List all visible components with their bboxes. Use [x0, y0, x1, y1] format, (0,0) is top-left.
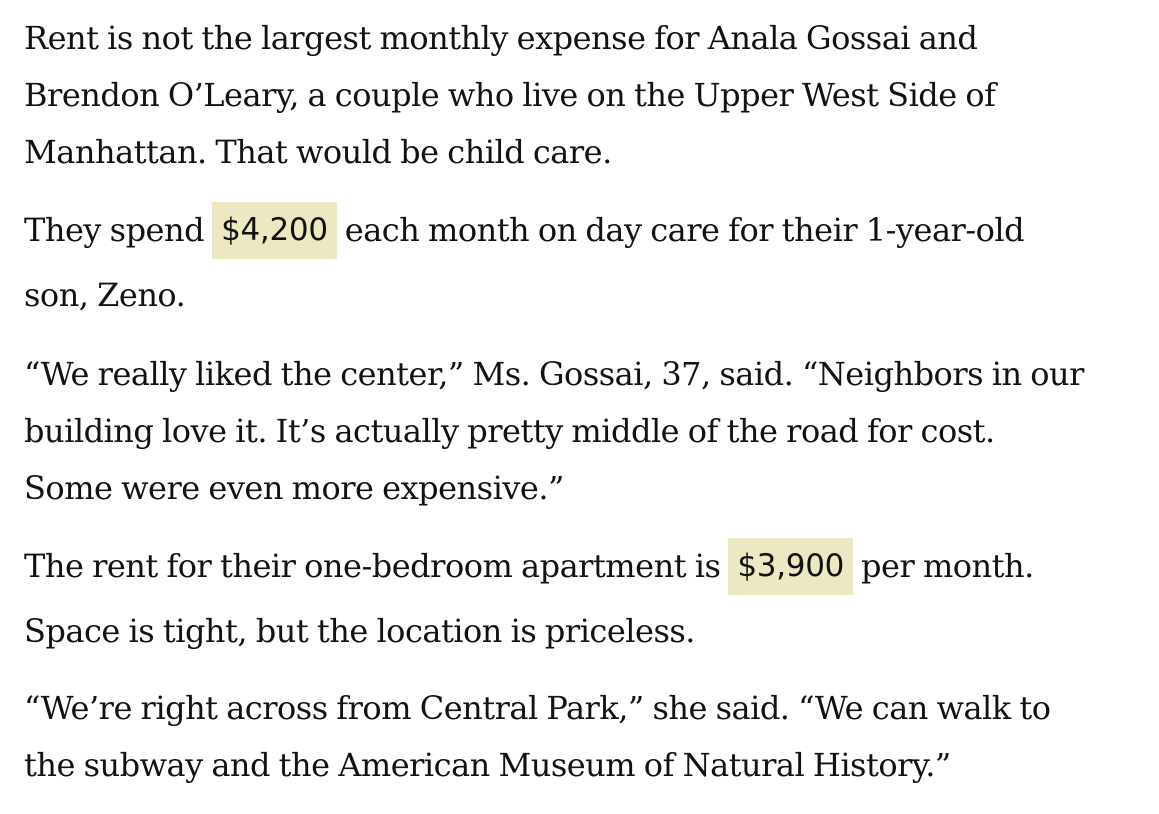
paragraph-line: The rent for their one-bedroom apartment…: [24, 538, 1034, 595]
paragraph-line: building love it. It’s actually pretty m…: [24, 412, 995, 450]
paragraph-line: “We’re right across from Central Park,” …: [24, 689, 1051, 727]
text-span: each month on day care for their 1-year-…: [344, 211, 1025, 249]
paragraph-line: Manhattan. That would be child care.: [24, 133, 612, 171]
paragraph-line: “We really liked the center,” Ms. Gossai…: [24, 355, 1084, 393]
daycare-amount-highlight: $4,200: [212, 202, 337, 259]
text-span: per month.: [861, 547, 1034, 585]
paragraph-line: Space is tight, but the location is pric…: [24, 612, 695, 650]
paragraph-daycare-cost: They spend $4,200 each month on day care f…: [24, 202, 1025, 324]
paragraph-line: the subway and the American Museum of Na…: [24, 746, 951, 784]
paragraph-line: son, Zeno.: [24, 276, 186, 314]
paragraph-quote-center: “We really liked the center,” Ms. Gossai…: [24, 346, 1084, 517]
paragraph-line: Brendon O’Leary, a couple who live on th…: [24, 76, 996, 114]
paragraph-quote-location: “We’re right across from Central Park,” …: [24, 680, 1051, 794]
text-span: They spend: [24, 211, 205, 249]
paragraph-intro: Rent is not the largest monthly expense …: [24, 10, 996, 181]
paragraph-line: They spend $4,200 each month on day care f…: [24, 202, 1025, 259]
paragraph-line: Some were even more expensive.”: [24, 469, 564, 507]
text-span: The rent for their one-bedroom apartment…: [24, 547, 721, 585]
paragraph-line: Rent is not the largest monthly expense …: [24, 19, 978, 57]
rent-amount-highlight: $3,900: [728, 538, 854, 595]
paragraph-rent: The rent for their one-bedroom apartment…: [24, 538, 1034, 660]
